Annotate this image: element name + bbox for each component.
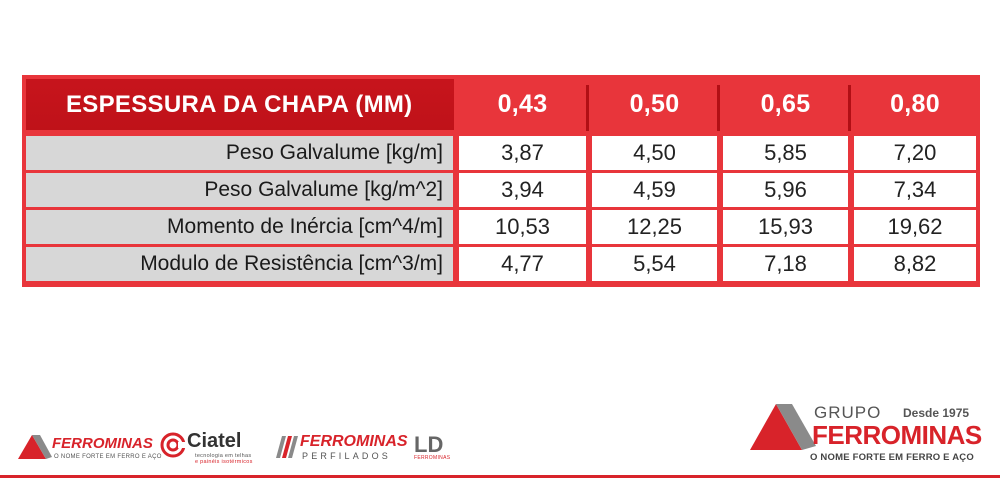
header-thickness-3: 0,65 (760, 90, 811, 118)
table-cell: 4,77 (459, 247, 586, 281)
grupo-ferrominas-logo: GRUPO Desde 1975 FERROMINAS O NOME FORTE… (750, 402, 982, 468)
table-cell: 3,94 (459, 173, 586, 207)
table-cell: 7,18 (723, 247, 848, 281)
table-row: Peso Galvalume [kg/m] 3,87 4,50 5,85 7,2… (26, 136, 976, 170)
header-divider (848, 85, 851, 131)
ciatel-logo-tagline: tecnologia em telhas (195, 453, 252, 459)
table-header-row: ESPESSURA DA CHAPA (MM) 0,43 0,50 0,65 0… (26, 79, 976, 131)
desde-label: Desde 1975 (903, 406, 970, 420)
ferrominas-logo: FERROMINAS O NOME FORTE EM FERRO E AÇO (18, 432, 161, 464)
header-thickness-2: 0,50 (629, 90, 680, 118)
header-thickness-1: 0,43 (497, 90, 548, 118)
table-row: Momento de Inércia [cm^4/m] 10,53 12,25 … (26, 210, 976, 244)
perfilados-logo-name: FERROMINAS (300, 433, 408, 450)
table-row: Modulo de Resistência [cm^3/m] 4,77 5,54… (26, 247, 976, 281)
spec-table: ESPESSURA DA CHAPA (MM) 0,43 0,50 0,65 0… (22, 75, 980, 287)
table-cell: 15,93 (723, 210, 848, 244)
ld-logo-sub: FERROMINAS (414, 455, 451, 461)
header-thickness-4: 0,80 (890, 90, 940, 118)
table-cell: 4,50 (592, 136, 717, 170)
ferrominas-triangle-icon (18, 435, 52, 459)
ciatel-circle-icon (160, 432, 186, 458)
table-cell: 7,20 (854, 136, 976, 170)
table-cell: 3,87 (459, 136, 586, 170)
ld-logo: LD FERROMINAS (414, 432, 450, 464)
ferrominas-perfilados-logo: FERROMINAS PERFILADOS (272, 432, 408, 464)
perfilados-stripes-icon (276, 436, 298, 458)
footer-divider (0, 475, 1000, 478)
row-label: Peso Galvalume [kg/m] (26, 136, 453, 170)
table-cell: 5,96 (723, 173, 848, 207)
table-cell: 4,59 (592, 173, 717, 207)
header-divider (717, 85, 720, 131)
ferrominas-logo-name: FERROMINAS (52, 435, 153, 452)
table-cell: 5,54 (592, 247, 717, 281)
perfilados-logo-sub: PERFILADOS (302, 451, 392, 461)
table-cell: 5,85 (723, 136, 848, 170)
ciatel-logo-name: Ciatel (187, 430, 242, 452)
ferrominas-logo-tagline: O NOME FORTE EM FERRO E AÇO (54, 454, 162, 460)
header-divider (586, 85, 589, 131)
ld-logo-name: LD (414, 432, 444, 457)
ciatel-logo-tagline: e painéis isotérmicos (195, 459, 253, 465)
grupo-label: GRUPO (814, 403, 882, 422)
table-cell: 19,62 (854, 210, 976, 244)
grupo-ferrominas-triangle-icon (750, 404, 816, 450)
row-label: Momento de Inércia [cm^4/m] (26, 210, 453, 244)
row-label: Modulo de Resistência [cm^3/m] (26, 247, 453, 281)
table-cell: 7,34 (854, 173, 976, 207)
table-cell: 12,25 (592, 210, 717, 244)
ciatel-logo: Ciatel tecnologia em telhas e painéis is… (160, 430, 260, 466)
table-row: Peso Galvalume [kg/m^2] 3,94 4,59 5,96 7… (26, 173, 976, 207)
grupo-ferrominas-name: FERROMINAS (812, 420, 982, 450)
row-label: Peso Galvalume [kg/m^2] (26, 173, 453, 207)
table-cell: 10,53 (459, 210, 586, 244)
header-label: ESPESSURA DA CHAPA (MM) (26, 79, 454, 130)
table-cell: 8,82 (854, 247, 976, 281)
grupo-ferrominas-tagline: O NOME FORTE EM FERRO E AÇO (810, 452, 974, 463)
